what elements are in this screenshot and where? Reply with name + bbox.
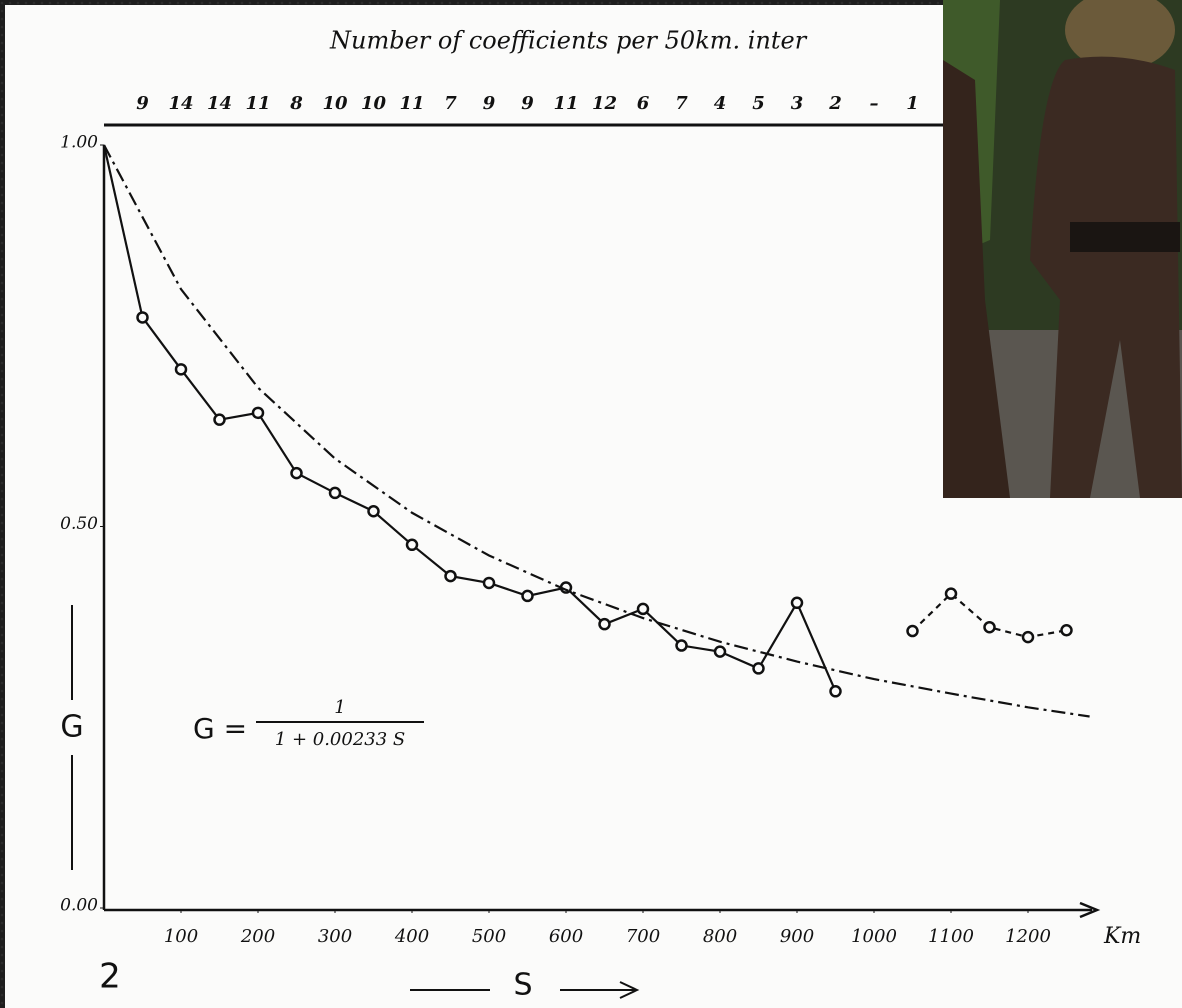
x-tick-label: 300 [318, 926, 352, 947]
top-tick-label: 7 [444, 93, 457, 114]
photo [943, 0, 1182, 499]
chart-title: Number of coefficients per 50km. inter [329, 27, 808, 55]
point [213, 413, 226, 426]
y-label: G [60, 710, 83, 745]
top-tick-label: 10 [361, 93, 387, 114]
formula-lhs: G = [193, 712, 247, 745]
point [367, 504, 380, 518]
photo-headdress [1065, 0, 1175, 70]
x-tick-label: 900 [780, 926, 814, 947]
x-unit: Km [1103, 924, 1141, 949]
point [944, 587, 958, 600]
figure-number: 2 [99, 957, 121, 997]
point [829, 685, 842, 698]
x-label: S [513, 968, 532, 1003]
point [598, 617, 611, 631]
x-axis-arrow [1079, 901, 1101, 919]
x-tick-label: 100 [164, 926, 198, 947]
point [1021, 630, 1035, 644]
x-tick-label: 800 [703, 926, 737, 947]
formula-denominator: 1 + 0.00233 S [275, 729, 405, 750]
top-tick-label: 12 [592, 93, 617, 114]
x-tick-label: 1100 [928, 926, 974, 947]
top-tick-label: 11 [399, 93, 424, 114]
top-tick-label: 8 [289, 93, 303, 114]
top-tick-label: – [870, 93, 879, 114]
point [328, 486, 342, 500]
x-tick-label: 200 [240, 926, 275, 947]
top-tick-label: 3 [791, 93, 804, 114]
x-label-arrow [560, 981, 640, 999]
point [405, 538, 419, 552]
point [790, 596, 804, 610]
point [983, 620, 996, 634]
top-tick-label: 10 [322, 93, 348, 114]
top-tick-label: 9 [521, 93, 534, 114]
point [174, 363, 188, 376]
point [444, 569, 457, 583]
point [521, 589, 534, 603]
plot: 0.00 0.50 1.00 100 200 300 400 500 600 700 800 900 1… [60, 93, 1090, 947]
series-line [103, 144, 1090, 718]
photo-belt [1070, 222, 1180, 252]
top-tick-label: 6 [637, 93, 650, 114]
photo-person [1030, 56, 1182, 499]
top-tick-label: 9 [136, 93, 149, 114]
point [251, 406, 265, 420]
top-tick-label: 7 [675, 93, 688, 114]
top-tick-label: 1 [906, 93, 919, 114]
point [482, 576, 496, 590]
x-tick-label: 700 [626, 926, 660, 947]
point [713, 645, 727, 658]
x-tick-label: 1000 [851, 926, 897, 947]
point [906, 624, 919, 638]
point [290, 466, 303, 480]
top-tick-label: 2 [828, 93, 842, 114]
x-tick-label: 1200 [1005, 926, 1051, 947]
formula-numerator: 1 [334, 697, 345, 718]
top-tick-label: 5 [752, 93, 765, 114]
series-line [102, 144, 837, 692]
point [675, 639, 688, 652]
top-tick-label: 9 [483, 93, 496, 114]
y-tick-label: 1.00 [60, 133, 98, 153]
top-tick-label: 11 [245, 93, 270, 114]
top-tick-label: 14 [168, 93, 193, 114]
point [636, 602, 650, 616]
top-tick-label: 4 [714, 93, 727, 114]
x-tick-label: 500 [472, 926, 506, 947]
photo-person-left [943, 60, 1010, 498]
y-tick-label: 0.50 [60, 514, 98, 534]
x-tick-label: 600 [549, 926, 583, 947]
point [136, 311, 149, 324]
top-tick-label: 11 [553, 93, 578, 114]
top-tick-label: 14 [207, 93, 232, 114]
point [752, 662, 765, 675]
y-tick-label: 0.00 [60, 896, 98, 916]
point [1060, 624, 1073, 637]
x-tick-label: 400 [394, 926, 429, 947]
